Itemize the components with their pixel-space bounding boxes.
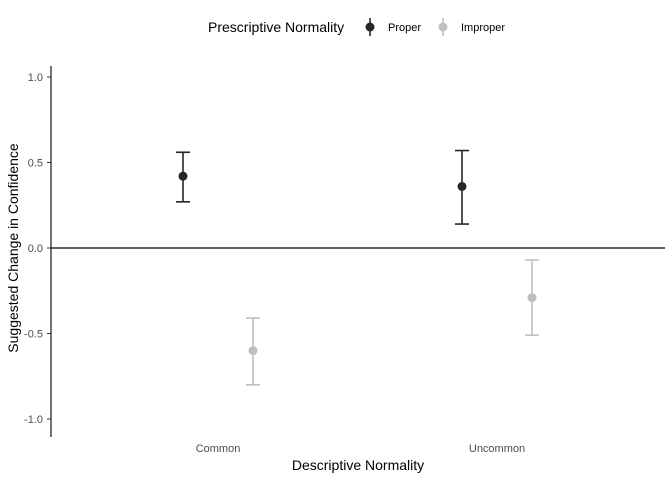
data-point-proper-uncommon bbox=[457, 181, 467, 191]
errorbar-improper-common bbox=[246, 317, 260, 386]
legend-item-proper: Proper bbox=[365, 18, 421, 36]
legend-item-improper: Improper bbox=[438, 18, 505, 36]
y-tick-label: -0.5 bbox=[24, 329, 43, 341]
y-axis-title: Suggested Change in Confidence bbox=[5, 143, 21, 353]
legend-key-point bbox=[438, 22, 448, 32]
legend: Prescriptive Normality Proper Improper bbox=[208, 18, 505, 36]
data-point-proper-common bbox=[178, 171, 188, 181]
y-tick-label: -1.0 bbox=[24, 414, 43, 426]
legend-label: Proper bbox=[388, 22, 421, 34]
legend-title: Prescriptive Normality bbox=[208, 19, 344, 35]
x-tick-label: Uncommon bbox=[469, 443, 525, 455]
data-point-improper-common bbox=[248, 346, 258, 356]
errorbar-proper-common bbox=[176, 151, 190, 203]
legend-label: Improper bbox=[461, 22, 505, 34]
x-axis-title: Descriptive Normality bbox=[292, 457, 424, 473]
legend-key-point bbox=[365, 22, 375, 32]
data-point-improper-uncommon bbox=[527, 293, 537, 303]
errorbar-proper-uncommon bbox=[455, 149, 469, 225]
errorbar-improper-uncommon bbox=[525, 259, 539, 337]
y-tick-label: 0.5 bbox=[28, 158, 43, 170]
y-tick-label: 0.0 bbox=[28, 243, 43, 255]
x-tick-label: Common bbox=[196, 443, 241, 455]
y-tick-label: 1.0 bbox=[28, 72, 43, 84]
